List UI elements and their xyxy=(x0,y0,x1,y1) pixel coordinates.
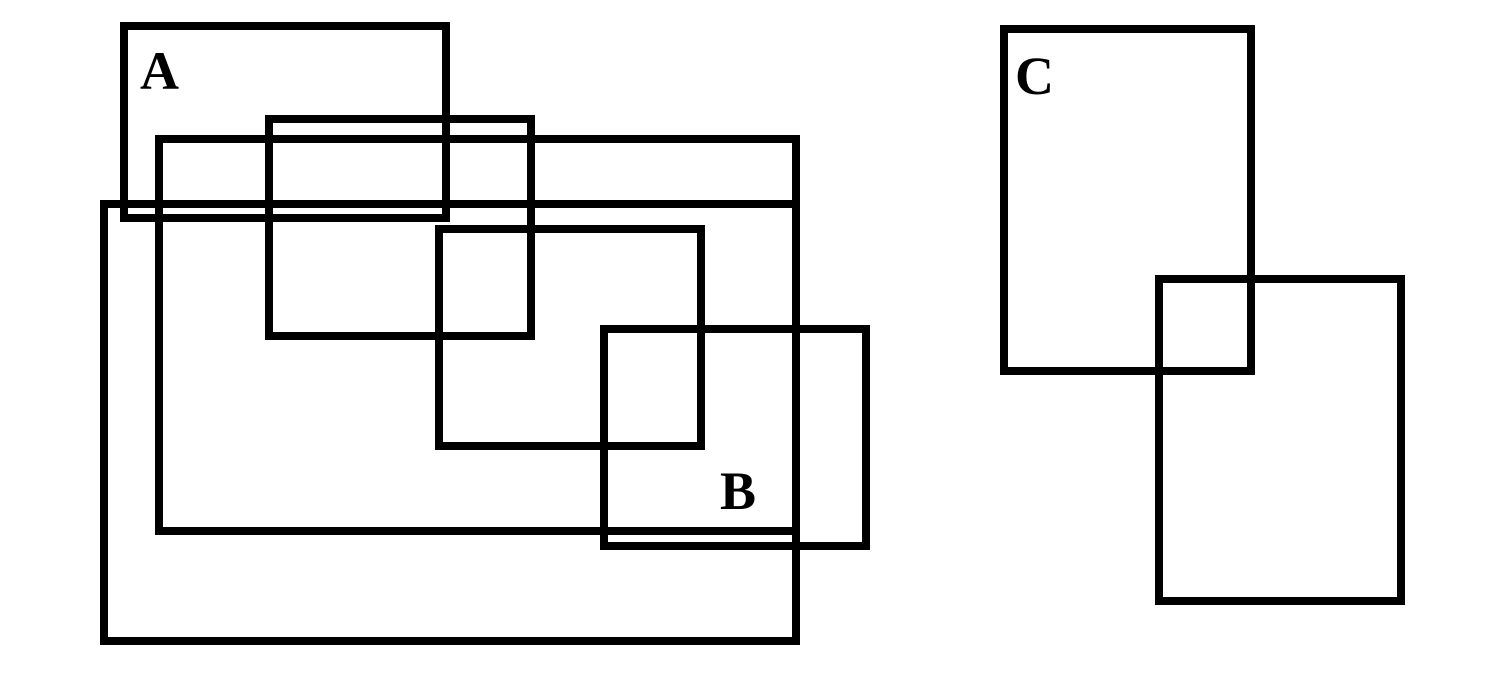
label-c: C xyxy=(1015,45,1054,107)
rect-c-lower xyxy=(1155,275,1405,605)
rect-large-outer xyxy=(100,200,800,645)
diagram-container: A B C xyxy=(0,0,1485,685)
label-a: A xyxy=(140,40,179,102)
label-b: B xyxy=(720,460,756,522)
